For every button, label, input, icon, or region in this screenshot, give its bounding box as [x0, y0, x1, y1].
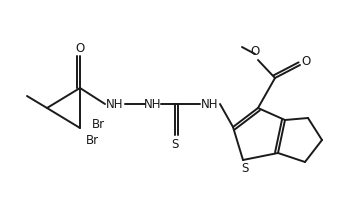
Text: Br: Br [86, 133, 99, 146]
Text: O: O [75, 41, 85, 55]
Text: O: O [250, 44, 260, 57]
Text: O: O [302, 55, 311, 68]
Text: Br: Br [92, 117, 105, 130]
Text: NH: NH [201, 97, 219, 110]
Text: NH: NH [144, 97, 162, 110]
Text: S: S [171, 137, 179, 151]
Text: S: S [241, 163, 249, 176]
Text: NH: NH [106, 97, 124, 110]
